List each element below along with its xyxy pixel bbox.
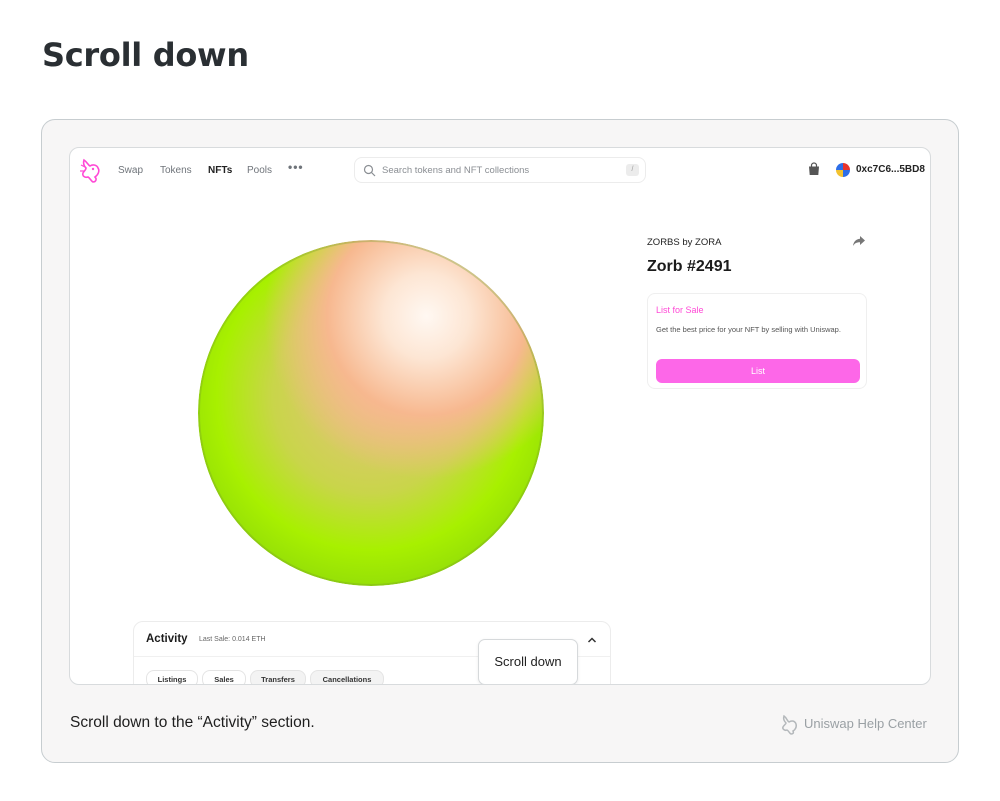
tab-listings[interactable]: Listings: [146, 670, 198, 684]
shopping-bag-icon[interactable]: [807, 162, 821, 176]
list-for-sale-panel: List for Sale Get the best price for you…: [647, 293, 867, 389]
more-menu-icon[interactable]: •••: [288, 160, 304, 174]
zorb-orb: [198, 240, 544, 586]
search-icon: [363, 164, 376, 177]
activity-title: Activity: [146, 633, 188, 645]
navbar: Swap Tokens NFTs Pools ••• / 0xc7C6...5B…: [70, 148, 930, 194]
scroll-down-tooltip: Scroll down: [478, 639, 578, 684]
wallet-address: 0xc7C6...5BD8: [856, 164, 925, 175]
screenshot-card: Swap Tokens NFTs Pools ••• / 0xc7C6...5B…: [41, 119, 959, 763]
search-input[interactable]: [382, 158, 622, 182]
list-for-sale-description: Get the best price for your NFT by selli…: [656, 325, 841, 334]
list-for-sale-heading: List for Sale: [656, 305, 704, 315]
wallet-avatar-icon: [836, 163, 850, 177]
page-title: Scroll down: [42, 36, 249, 74]
unicorn-logo-icon: [782, 714, 797, 735]
nav-link-tokens[interactable]: Tokens: [160, 165, 192, 176]
search-bar[interactable]: /: [354, 157, 646, 183]
step-caption: Scroll down to the “Activity” section.: [70, 714, 315, 731]
tab-sales[interactable]: Sales: [202, 670, 246, 684]
activity-divider: [134, 656, 610, 657]
list-button[interactable]: List: [656, 359, 860, 383]
unicorn-logo-icon[interactable]: [78, 156, 104, 184]
help-center-label: Uniswap Help Center: [804, 716, 927, 731]
tab-transfers[interactable]: Transfers: [250, 670, 306, 684]
nft-title: Zorb #2491: [647, 258, 732, 275]
browser-window: Swap Tokens NFTs Pools ••• / 0xc7C6...5B…: [69, 147, 931, 685]
nav-link-pools[interactable]: Pools: [247, 165, 273, 176]
search-shortcut-badge: /: [626, 164, 639, 176]
nav-link-nfts[interactable]: NFTs: [208, 165, 233, 176]
last-sale-label: Last Sale: 0.014 ETH: [199, 636, 266, 643]
share-icon[interactable]: [852, 234, 866, 248]
chevron-up-icon[interactable]: [586, 634, 598, 646]
nav-link-swap[interactable]: Swap: [118, 165, 144, 176]
collection-name[interactable]: ZORBS by ZORA: [647, 237, 722, 248]
tab-cancellations[interactable]: Cancellations: [310, 670, 384, 684]
nft-image: [198, 240, 544, 586]
